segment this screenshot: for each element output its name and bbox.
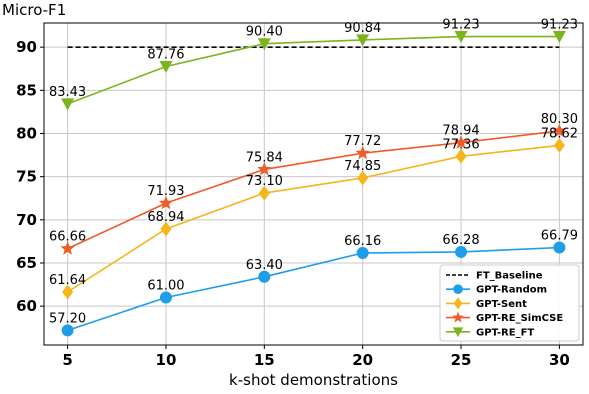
series-gpt-re-simcse (60, 123, 567, 255)
data-point-gpt-random (159, 291, 172, 304)
series-line-gpt-re-simcse (67, 130, 560, 250)
data-label-gpt-re-simcse: 71.93 (147, 184, 184, 199)
data-point-gpt-re-simcse (257, 161, 272, 176)
legend-label: GPT-RE_FT (476, 327, 534, 338)
legend-label: GPT-Sent (476, 299, 527, 310)
data-label-gpt-re-ft: 91.23 (541, 18, 578, 33)
data-label-gpt-re-simcse: 80.30 (541, 112, 578, 127)
legend-item-gpt-random: GPT-Random (446, 284, 547, 296)
y-axis-title: Micro-F1 (2, 1, 66, 19)
data-label-gpt-re-ft: 83.43 (49, 85, 86, 100)
data-point-gpt-re-simcse (552, 123, 567, 137)
data-label-gpt-random: 66.16 (344, 234, 381, 249)
y-tick-label: 90 (16, 38, 37, 56)
y-tick-label: 65 (16, 254, 37, 272)
data-point-gpt-re-ft (552, 31, 566, 44)
series-gpt-re-ft (61, 31, 566, 111)
x-axis-title: k-shot demonstrations (229, 371, 398, 389)
y-tick-label: 80 (16, 124, 37, 142)
data-label-gpt-re-ft: 90.40 (246, 25, 283, 40)
series-gpt-sent (62, 137, 565, 300)
data-point-gpt-re-ft (257, 38, 271, 51)
data-point-gpt-sent (455, 148, 467, 164)
data-labels: 57.20 61.00 63.40 66.16 66.28 66.79 61.64 68.94… (49, 18, 578, 327)
data-point-gpt-re-ft (356, 34, 370, 47)
data-label-gpt-random: 66.28 (442, 233, 479, 248)
data-point-gpt-re-ft (61, 98, 75, 111)
series-layer (60, 31, 567, 337)
legend-swatch-marker (453, 297, 463, 310)
y-tick-label: 60 (16, 297, 37, 315)
data-point-gpt-re-simcse (355, 145, 370, 160)
data-label-gpt-re-ft: 91.23 (442, 18, 479, 33)
data-point-gpt-sent (160, 221, 172, 237)
legend-label: GPT-RE_SimCSE (476, 313, 563, 324)
series-line-gpt-re-ft (67, 35, 560, 105)
data-label-gpt-re-simcse: 66.66 (49, 230, 86, 245)
data-label-gpt-random: 57.20 (49, 311, 86, 326)
data-label-gpt-re-simcse: 75.84 (246, 150, 283, 165)
data-label-gpt-re-simcse: 78.94 (442, 124, 479, 139)
data-point-gpt-random (258, 270, 271, 283)
data-label-gpt-sent: 74.85 (344, 159, 381, 174)
x-tick-label: 25 (451, 351, 472, 369)
data-label-gpt-sent: 77.36 (442, 137, 479, 152)
data-point-gpt-re-ft (159, 61, 173, 74)
legend-item-gpt-re-simcse: GPT-RE_SimCSE (446, 311, 563, 324)
data-point-gpt-re-simcse (60, 241, 75, 255)
data-label-gpt-re-ft: 90.84 (344, 21, 381, 36)
data-label-gpt-sent: 78.62 (541, 126, 578, 141)
y-tick-label: 85 (16, 81, 37, 99)
data-label-gpt-random: 66.79 (541, 229, 578, 244)
legend-box (439, 264, 580, 342)
series-line-gpt-random (67, 246, 560, 332)
y-tick-label: 75 (16, 168, 37, 186)
data-point-gpt-sent (357, 170, 369, 186)
data-point-gpt-re-ft (454, 31, 468, 44)
x-tick-label: 15 (254, 351, 275, 369)
axis-ticks: 5 10 15 20 25 30 60 65 70 75 80 85 90 (16, 38, 570, 369)
data-label-gpt-random: 61.00 (147, 279, 184, 294)
legend-swatch-marker (452, 311, 464, 323)
legend-swatch-marker (452, 327, 464, 337)
x-tick-label: 30 (549, 351, 570, 369)
x-tick-label: 20 (352, 351, 373, 369)
legend-swatch-marker (453, 284, 463, 295)
data-point-gpt-random (455, 245, 468, 258)
data-point-gpt-sent (62, 284, 74, 300)
data-point-gpt-sent (553, 137, 565, 153)
data-point-gpt-random (61, 324, 74, 337)
series-gpt-random (61, 241, 566, 337)
data-label-gpt-sent: 68.94 (147, 210, 184, 225)
data-label-gpt-random: 63.40 (246, 258, 283, 273)
series-line-gpt-sent (67, 144, 560, 293)
data-label-gpt-sent: 61.64 (49, 273, 86, 288)
x-tick-label: 10 (156, 351, 177, 369)
legend-item-gpt-re-ft: GPT-RE_FT (446, 327, 534, 338)
data-point-gpt-re-simcse (453, 135, 469, 149)
y-tick-label: 70 (16, 211, 37, 229)
data-label-gpt-sent: 73.10 (246, 174, 283, 189)
data-point-gpt-sent (258, 185, 270, 201)
x-tick-label: 5 (62, 351, 72, 369)
data-point-gpt-random (553, 241, 566, 254)
legend-item-ft-baseline: FT_Baseline (446, 271, 543, 282)
data-label-gpt-re-ft: 87.76 (147, 48, 184, 63)
plot-frame (43, 22, 584, 346)
legend-label: FT_Baseline (476, 271, 543, 282)
data-point-gpt-re-simcse (158, 195, 174, 210)
legend: FT_Baseline GPT-Random GPT-Sent GPT-RE_SimC… (439, 264, 580, 342)
legend-label: GPT-Random (476, 285, 547, 296)
data-label-gpt-re-simcse: 77.72 (344, 134, 381, 149)
legend-item-gpt-sent: GPT-Sent (446, 297, 527, 310)
data-point-gpt-random (356, 246, 369, 259)
